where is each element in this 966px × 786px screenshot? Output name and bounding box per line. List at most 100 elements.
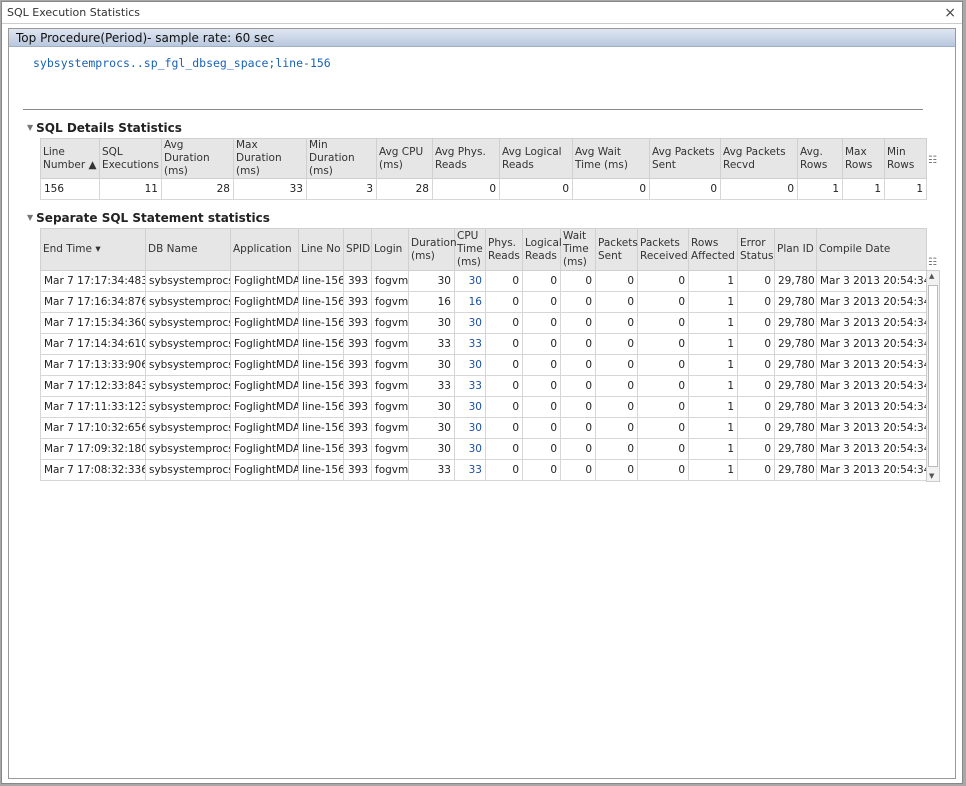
table-cell: FoglightMDA bbox=[230, 291, 299, 313]
column-header[interactable]: Avg Duration (ms) bbox=[161, 138, 234, 179]
table-cell: FoglightMDA bbox=[230, 375, 299, 397]
table-cell: fogvm bbox=[371, 333, 409, 355]
triangle-down-icon: ▼ bbox=[27, 123, 34, 132]
table-cell: 0 bbox=[595, 312, 638, 334]
table-cell: FoglightMDA bbox=[230, 333, 299, 355]
table-cell: 0 bbox=[595, 438, 638, 460]
sql-details-section-toggle[interactable]: ▼ SQL Details Statistics bbox=[27, 121, 182, 135]
column-header[interactable]: Min Rows bbox=[884, 138, 927, 179]
table-cell: 33 bbox=[454, 375, 486, 397]
table-cell: 0 bbox=[522, 333, 561, 355]
table-cell: 156 bbox=[40, 178, 100, 200]
table-cell: line-156 bbox=[298, 396, 344, 418]
divider bbox=[23, 109, 923, 110]
column-header[interactable]: Avg Wait Time (ms) bbox=[572, 138, 650, 179]
column-header[interactable]: Avg Logical Reads bbox=[499, 138, 573, 179]
scroll-down-icon[interactable]: ▼ bbox=[929, 472, 935, 480]
table-cell: 393 bbox=[343, 438, 372, 460]
column-header[interactable]: DB Name bbox=[145, 228, 231, 271]
column-header[interactable]: Packets Received bbox=[637, 228, 689, 271]
table-cell: 0 bbox=[737, 459, 775, 481]
table-cell: 0 bbox=[595, 396, 638, 418]
table-row[interactable]: Mar 7 17:14:34:610 sybsystemprocs Foglight… bbox=[40, 333, 927, 355]
column-header[interactable]: Plan ID bbox=[774, 228, 817, 271]
vertical-scrollbar[interactable]: ▲ ▼ bbox=[926, 270, 940, 482]
table-cell: 0 bbox=[560, 438, 596, 460]
table-cell: 1 bbox=[842, 178, 885, 200]
table-cell: 33 bbox=[454, 459, 486, 481]
triangle-down-icon: ▼ bbox=[27, 213, 34, 222]
column-chooser-icon[interactable]: ☷ bbox=[928, 155, 937, 166]
table-cell: FoglightMDA bbox=[230, 270, 299, 292]
table-cell: FoglightMDA bbox=[230, 459, 299, 481]
table-cell: 0 bbox=[595, 375, 638, 397]
table-cell: Mar 7 17:10:32:656 bbox=[40, 417, 146, 439]
table-cell: 0 bbox=[485, 375, 523, 397]
scrollbar-thumb[interactable] bbox=[928, 285, 938, 467]
column-header[interactable]: Login bbox=[371, 228, 409, 271]
column-header[interactable]: Phys. Reads bbox=[485, 228, 523, 271]
table-cell: line-156 bbox=[298, 438, 344, 460]
column-header[interactable]: SPID bbox=[343, 228, 372, 271]
table-row[interactable]: Mar 7 17:10:32:656 sybsystemprocs Foglight… bbox=[40, 417, 927, 439]
table-cell: 29,780 bbox=[774, 333, 817, 355]
table-cell: 0 bbox=[560, 291, 596, 313]
table-cell: 0 bbox=[595, 459, 638, 481]
table-cell: Mar 7 17:09:32:180 bbox=[40, 438, 146, 460]
table-cell: 29,780 bbox=[774, 438, 817, 460]
column-header[interactable]: Packets Sent bbox=[595, 228, 638, 271]
column-header[interactable]: Max Rows bbox=[842, 138, 885, 179]
table-cell: FoglightMDA bbox=[230, 438, 299, 460]
column-header[interactable]: End Time ▾ bbox=[40, 228, 146, 271]
column-header[interactable]: Max Duration (ms) bbox=[233, 138, 307, 179]
column-header[interactable]: Application bbox=[230, 228, 299, 271]
table-cell: 33 bbox=[454, 333, 486, 355]
table-cell: Mar 7 17:15:34:360 bbox=[40, 312, 146, 334]
table-cell: Mar 3 2013 20:54:34 bbox=[816, 291, 927, 313]
column-header[interactable]: Avg Phys. Reads bbox=[432, 138, 500, 179]
table-cell: sybsystemprocs bbox=[145, 270, 231, 292]
column-header[interactable]: Avg Packets Sent bbox=[649, 138, 721, 179]
column-header[interactable]: Avg. Rows bbox=[797, 138, 843, 179]
table-row[interactable]: Mar 7 17:08:32:336 sybsystemprocs Foglight… bbox=[40, 459, 927, 481]
table-row[interactable]: Mar 7 17:09:32:180 sybsystemprocs Foglight… bbox=[40, 438, 927, 460]
table-cell: 0 bbox=[595, 417, 638, 439]
table-cell: 0 bbox=[522, 270, 561, 292]
table-cell: 0 bbox=[637, 438, 689, 460]
column-header[interactable]: Wait Time (ms) bbox=[560, 228, 596, 271]
column-header[interactable]: Logical Reads bbox=[522, 228, 562, 271]
column-header[interactable]: Compile Date bbox=[816, 228, 927, 271]
column-header[interactable]: Avg CPU (ms) bbox=[376, 138, 433, 179]
sql-statements-table: End Time ▾ DB Name Application Line No SPID L… bbox=[40, 228, 927, 481]
table-cell: 0 bbox=[522, 459, 561, 481]
section-title: SQL Details Statistics bbox=[36, 121, 182, 135]
table-cell: 0 bbox=[485, 396, 523, 418]
table-cell: Mar 3 2013 20:54:34 bbox=[816, 333, 927, 355]
table-row[interactable]: 156 11 28 33 3 28 0 0 0 0 0 1 1 1 bbox=[40, 178, 927, 200]
scroll-up-icon[interactable]: ▲ bbox=[929, 272, 935, 280]
table-row[interactable]: Mar 7 17:11:33:123 sybsystemprocs Foglight… bbox=[40, 396, 927, 418]
column-header[interactable]: Line No bbox=[298, 228, 344, 271]
column-header[interactable]: Min Duration (ms) bbox=[306, 138, 377, 179]
table-cell: sybsystemprocs bbox=[145, 459, 231, 481]
close-icon[interactable]: × bbox=[944, 5, 956, 21]
column-header[interactable]: SQL Executions bbox=[99, 138, 162, 179]
procedure-link[interactable]: sybsystemprocs..sp_fgl_dbseg_space;line-… bbox=[33, 56, 331, 70]
table-row[interactable]: Mar 7 17:17:34:483 sybsystemprocs Foglight… bbox=[40, 270, 927, 292]
table-row[interactable]: Mar 7 17:13:33:906 sybsystemprocs Foglight… bbox=[40, 354, 927, 376]
statement-section-toggle[interactable]: ▼ Separate SQL Statement statistics bbox=[27, 211, 270, 225]
table-row[interactable]: Mar 7 17:16:34:876 sybsystemprocs Foglight… bbox=[40, 291, 927, 313]
table-row[interactable]: Mar 7 17:12:33:843 sybsystemprocs Foglight… bbox=[40, 375, 927, 397]
column-header[interactable]: Line Number ▲ bbox=[40, 138, 100, 179]
table-row[interactable]: Mar 7 17:15:34:360 sybsystemprocs Foglight… bbox=[40, 312, 927, 334]
column-header[interactable]: Error Status bbox=[737, 228, 775, 271]
table-cell: 393 bbox=[343, 417, 372, 439]
column-header[interactable]: Rows Affected bbox=[688, 228, 738, 271]
table-cell: 30 bbox=[408, 354, 455, 376]
column-header[interactable]: CPU Time (ms) bbox=[454, 228, 486, 271]
table-cell: Mar 3 2013 20:54:34 bbox=[816, 417, 927, 439]
table-cell: 1 bbox=[688, 396, 738, 418]
column-header[interactable]: Duration (ms) bbox=[408, 228, 457, 271]
column-header[interactable]: Avg Packets Recvd bbox=[720, 138, 798, 179]
column-chooser-icon[interactable]: ☷ bbox=[928, 257, 937, 268]
